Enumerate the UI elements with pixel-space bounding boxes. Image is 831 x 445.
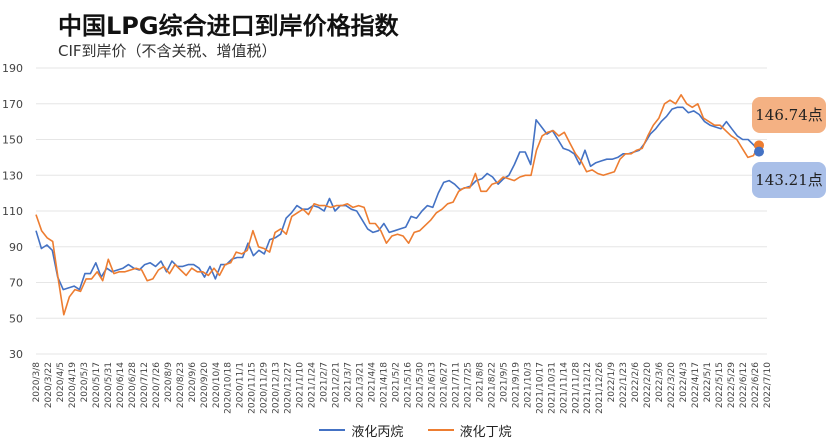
x-tick-label: 2020/3/22 [44, 362, 54, 408]
x-tick-label: 2020/5/31 [104, 362, 114, 408]
x-tick-label: 2021/6/27 [439, 362, 449, 408]
x-tick-label: 2020/11/29 [260, 362, 270, 414]
x-tick-label: 2022/5/1 [703, 362, 713, 402]
x-tick-label: 2020/11/1 [236, 362, 246, 408]
x-tick-label: 2020/3/8 [32, 362, 42, 403]
x-tick-label: 2021/12/12 [583, 362, 593, 414]
legend-swatch-propane [319, 429, 346, 431]
x-tick-label: 2021/4/4 [368, 362, 378, 403]
y-tick-label-110: 110 [2, 205, 23, 218]
series-line-butane [35, 94, 760, 316]
chart-subtitle: CIF到岸价（不含关税、增值税） [58, 42, 277, 60]
series-line-propane [35, 106, 760, 291]
y-tick-label-190: 190 [2, 62, 23, 75]
propane-endpoint-marker [754, 146, 764, 157]
chart-legend: 液化丙烷 液化丁烷 [0, 420, 831, 440]
x-tick-label: 2022/6/26 [751, 362, 761, 408]
x-tick-label: 2022/3/6 [655, 362, 665, 403]
x-tick-label: 2021/8/8 [475, 362, 485, 403]
x-tick-label: 2020/4/5 [56, 362, 66, 402]
x-tick-label: 2021/5/16 [403, 362, 413, 408]
legend-label-butane: 液化丁烷 [459, 424, 512, 440]
x-tick-label: 2021/10/31 [547, 362, 557, 414]
x-tick-label: 2022/6/12 [739, 362, 749, 408]
x-tick-label: 2022/2/6 [631, 362, 641, 403]
x-tick-label: 2022/1/9 [607, 362, 617, 403]
x-tick-label: 2021/8/22 [487, 362, 497, 408]
y-tick-label-70: 70 [9, 277, 23, 290]
x-tick-label: 2020/6/14 [116, 362, 126, 408]
x-tick-label: 2021/3/21 [356, 362, 366, 408]
x-tick-label: 2022/4/3 [679, 362, 689, 402]
x-tick-label: 2022/5/15 [715, 362, 725, 408]
x-tick-label: 2020/4/19 [68, 362, 78, 408]
x-tick-label: 2022/4/17 [691, 362, 701, 408]
x-tick-label: 2020/8/23 [176, 362, 186, 408]
x-tick-label: 2020/9/6 [188, 362, 198, 403]
x-tick-label: 2021/12/26 [595, 362, 605, 414]
x-tick-label: 2021/1/10 [296, 362, 306, 408]
propane-latest-callout: 143.21点 [752, 162, 826, 198]
x-tick-label: 2021/7/25 [463, 362, 473, 408]
x-tick-label: 2021/10/17 [535, 362, 545, 414]
x-tick-label: 2021/3/7 [344, 362, 354, 402]
x-tick-label: 2021/5/30 [415, 362, 425, 408]
legend-item-propane: 液化丙烷 [319, 421, 403, 440]
y-tick-label-50: 50 [9, 312, 23, 325]
x-tick-label: 2021/2/21 [332, 362, 342, 408]
butane-latest-callout: 146.74点 [752, 97, 826, 133]
x-tick-label: 2021/9/5 [499, 362, 509, 402]
x-tick-label: 2021/9/19 [511, 362, 521, 408]
x-tick-label: 2022/2/20 [643, 362, 653, 408]
chart-title: 中国LPG综合进口到岸价格指数 [58, 12, 399, 40]
x-tick-label: 2022/7/10 [763, 362, 773, 408]
x-tick-label: 2020/7/26 [152, 362, 162, 408]
y-tick-label-170: 170 [2, 98, 23, 111]
legend-item-butane: 液化丁烷 [427, 421, 512, 440]
x-tick-label: 2021/1/24 [308, 362, 318, 408]
x-tick-label: 2020/10/18 [224, 362, 234, 414]
x-tick-label: 2020/6/28 [128, 362, 138, 408]
x-tick-label: 2022/3/20 [667, 362, 677, 408]
x-tick-label: 2021/6/13 [427, 362, 437, 408]
legend-swatch-butane [427, 429, 454, 431]
x-tick-label: 2021/10/3 [523, 362, 533, 408]
y-tick-label-150: 150 [2, 134, 23, 147]
x-tick-label: 2020/9/20 [200, 362, 210, 408]
x-tick-label: 2021/11/28 [571, 362, 581, 414]
y-tick-label-130: 130 [2, 169, 23, 182]
x-tick-label: 2020/7/12 [140, 362, 150, 408]
x-tick-label: 2022/1/23 [619, 362, 629, 408]
x-tick-label: 2020/5/3 [80, 362, 90, 402]
x-tick-label: 2022/5/29 [727, 362, 737, 408]
x-tick-label: 2021/7/11 [451, 362, 461, 408]
x-tick-label: 2021/11/14 [559, 362, 569, 414]
y-tick-label-30: 30 [9, 348, 23, 361]
y-tick-label-90: 90 [9, 241, 23, 254]
x-tick-label: 2021/2/7 [320, 362, 330, 402]
x-tick-label: 2020/8/9 [164, 362, 174, 403]
x-tick-label: 2020/12/13 [272, 362, 282, 414]
legend-label-propane: 液化丙烷 [351, 424, 404, 440]
x-tick-label: 2021/4/18 [380, 362, 390, 408]
x-tick-label: 2020/10/4 [212, 362, 222, 408]
x-tick-label: 2020/12/27 [284, 362, 294, 414]
x-tick-label: 2020/5/17 [92, 362, 102, 408]
x-tick-label: 2021/5/2 [392, 362, 402, 402]
x-tick-label: 2020/11/15 [248, 362, 258, 414]
